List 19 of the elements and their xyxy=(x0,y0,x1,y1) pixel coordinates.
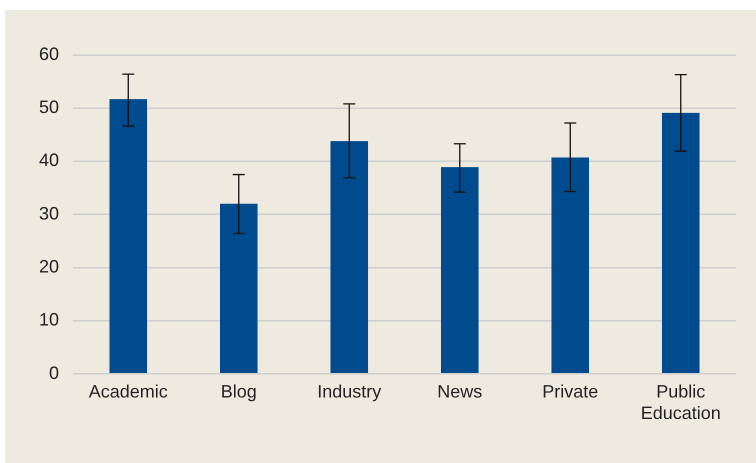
bar xyxy=(551,158,590,374)
y-tick-label: 10 xyxy=(38,310,60,330)
bar xyxy=(220,204,258,374)
bar xyxy=(109,99,148,374)
bar xyxy=(662,112,700,374)
bar xyxy=(440,167,479,374)
y-tick-label: 20 xyxy=(38,256,60,276)
x-tick-label: Private xyxy=(542,382,598,402)
y-tick-label: 50 xyxy=(38,97,60,118)
x-tick-label: Academic xyxy=(88,382,168,402)
y-tick-label: 60 xyxy=(38,44,60,64)
x-tick-label: Blog xyxy=(220,382,257,402)
y-tick-label: 30 xyxy=(38,203,60,224)
x-tick-label: Public Education xyxy=(640,382,721,424)
x-tick-label: Industry xyxy=(317,382,382,402)
bar xyxy=(330,141,368,374)
x-tick-label: News xyxy=(437,382,482,402)
y-tick-label: 40 xyxy=(38,150,60,170)
y-tick-label: 0 xyxy=(49,362,60,383)
